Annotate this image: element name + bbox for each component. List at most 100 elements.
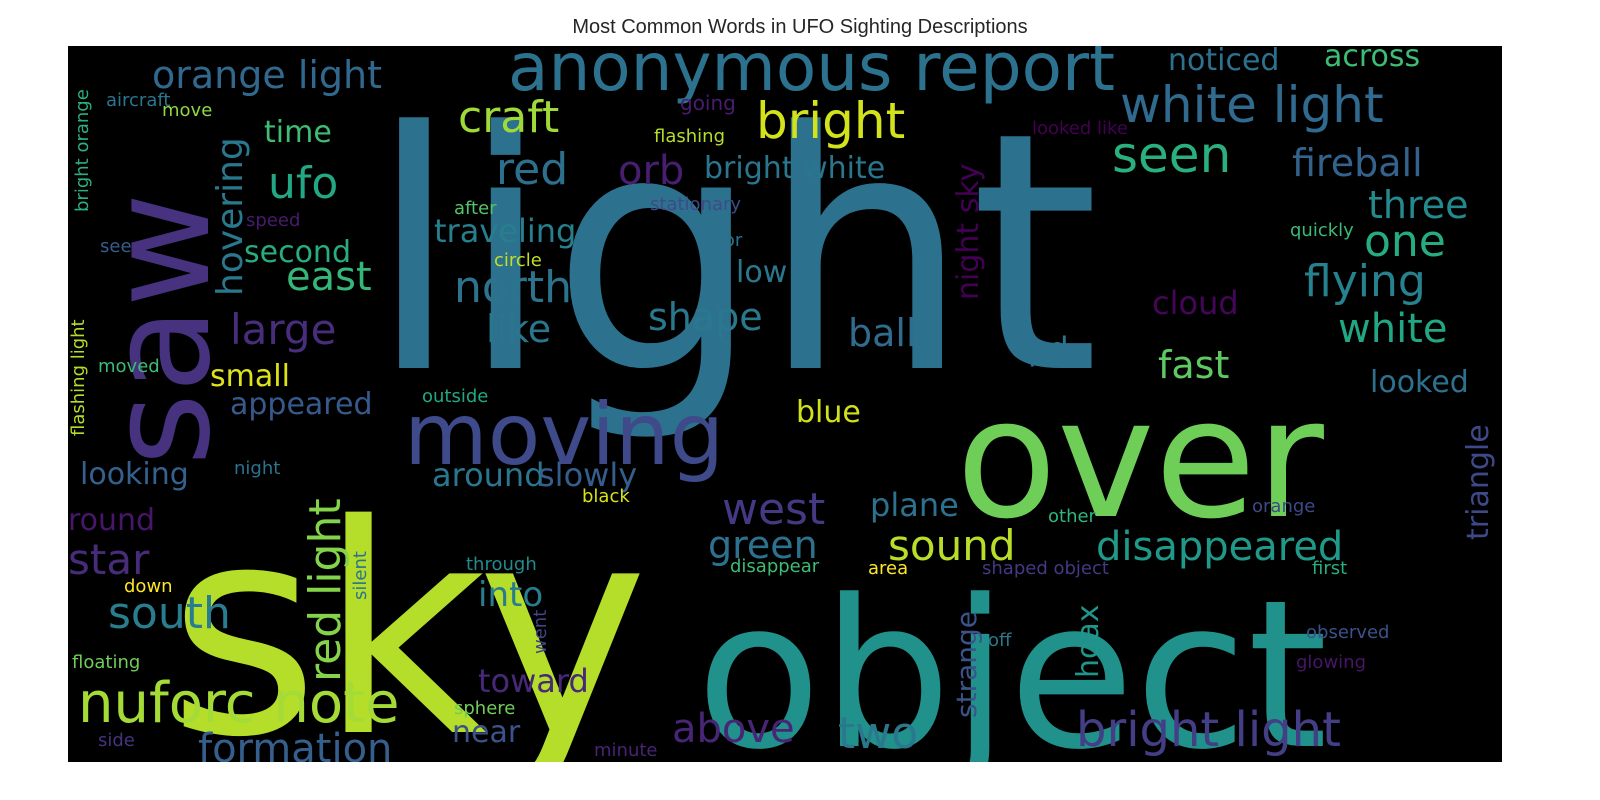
word-night-sky: night sky: [951, 164, 986, 300]
word-like: like: [486, 307, 551, 351]
word-flashing-light: flashing light: [68, 319, 89, 436]
word-quickly: quickly: [1290, 220, 1354, 241]
word-night: night: [234, 458, 280, 479]
word-near: near: [452, 715, 521, 750]
word-observed: observed: [1306, 622, 1389, 643]
word-three: three: [1368, 183, 1469, 227]
word-formation: formation: [198, 726, 392, 762]
word-through: through: [466, 554, 537, 575]
cloud-background: [68, 46, 1502, 762]
word-went: went: [530, 610, 551, 654]
word-outside: outside: [422, 386, 488, 407]
word-time: time: [264, 115, 332, 150]
word-white-light: white light: [1120, 76, 1384, 134]
word-red-light: red light: [300, 498, 351, 682]
word-fireball: fireball: [1292, 141, 1423, 185]
word-low: low: [736, 255, 787, 290]
word-area: area: [868, 558, 908, 579]
word-move: move: [162, 100, 212, 121]
word-bright-white: bright white: [704, 151, 885, 186]
word-sound: sound: [888, 521, 1015, 570]
word-star: star: [68, 535, 150, 584]
word-seen: seen: [1112, 126, 1231, 184]
word-moving: moving: [404, 385, 724, 485]
word-ufo: ufo: [268, 158, 338, 209]
word-black: black: [582, 486, 630, 507]
word-large: large: [230, 305, 336, 354]
word-sky: sky: [168, 464, 648, 762]
word-bright-orange: bright orange: [72, 89, 93, 212]
word-side: side: [98, 730, 135, 751]
word-across: across: [1324, 46, 1420, 74]
word-after: after: [454, 198, 497, 219]
word-green: green: [708, 523, 818, 567]
word-hoax: hoax: [1071, 604, 1106, 678]
word-looked: looked: [1370, 365, 1469, 400]
word-stationary: stationary: [650, 194, 741, 215]
word-slowly: slowly: [538, 456, 637, 494]
word-speed: speed: [246, 210, 300, 231]
word-flashing: flashing: [654, 126, 725, 147]
word-round: round: [68, 503, 155, 538]
word-one: one: [1364, 216, 1446, 267]
word-light: light: [368, 62, 1099, 446]
word-east: east: [286, 254, 372, 300]
word-white: white: [1338, 306, 1447, 352]
word-going: going: [680, 91, 736, 115]
chart-title: Most Common Words in UFO Sighting Descri…: [572, 16, 1028, 38]
word-into: into: [478, 575, 543, 615]
word-looked-like: looked like: [1032, 118, 1128, 139]
word-strange: strange: [950, 611, 983, 718]
word-above: above: [672, 706, 795, 752]
word-down: down: [124, 576, 173, 597]
word-circle: circle: [494, 250, 542, 271]
word-triangle: triangle: [1461, 424, 1496, 540]
word-blue: blue: [796, 395, 861, 430]
word-off: off: [988, 630, 1012, 651]
word-silent: silent: [350, 551, 371, 600]
word-shape: shape: [648, 295, 763, 339]
word-ball: ball: [848, 311, 917, 355]
word-looking: looking: [80, 457, 189, 492]
word-orange-light: orange light: [152, 53, 382, 97]
word-over: over: [956, 363, 1324, 555]
word-toward: toward: [478, 662, 589, 700]
word-color: color: [698, 230, 743, 251]
word-nuforc-note: nuforc note: [78, 671, 400, 736]
word-moved: moved: [98, 356, 160, 377]
word-noticed: noticed: [1168, 46, 1279, 78]
word-fast: fast: [1158, 343, 1229, 387]
word-shaped-object: shaped object: [982, 558, 1109, 579]
word-two: two: [838, 708, 918, 759]
word-red: red: [496, 144, 568, 195]
word-small: small: [210, 359, 290, 394]
word-other: other: [1048, 506, 1097, 527]
word-flying: flying: [1304, 256, 1426, 307]
word-see: see: [100, 236, 132, 257]
word-north: north: [454, 262, 572, 313]
word-plane: plane: [870, 486, 959, 524]
word-south: south: [108, 588, 231, 639]
word-traveling: traveling: [434, 212, 576, 250]
word-object: object: [696, 557, 1328, 762]
word-minute: minute: [594, 740, 657, 761]
word-appeared: appeared: [230, 387, 373, 422]
word-aircraft: aircraft: [106, 90, 170, 111]
word-anonymous-report: anonymous report: [508, 46, 1115, 106]
word-glowing: glowing: [1296, 652, 1366, 673]
word-craft: craft: [458, 92, 559, 143]
word-bright-light: bright light: [1076, 702, 1341, 758]
word-disappear: disappear: [730, 556, 820, 577]
word-west: west: [722, 484, 825, 535]
word-saw: saw: [79, 193, 242, 466]
word-floating: floating: [72, 652, 140, 673]
word-first: first: [1312, 558, 1347, 579]
word-second: second: [244, 235, 351, 270]
word-sphere: sphere: [454, 698, 515, 719]
word-disappeared: disappeared: [1096, 524, 1343, 570]
word-around: around: [432, 456, 545, 494]
word-bright: bright: [756, 92, 905, 150]
word-orange: orange: [1252, 496, 1315, 517]
